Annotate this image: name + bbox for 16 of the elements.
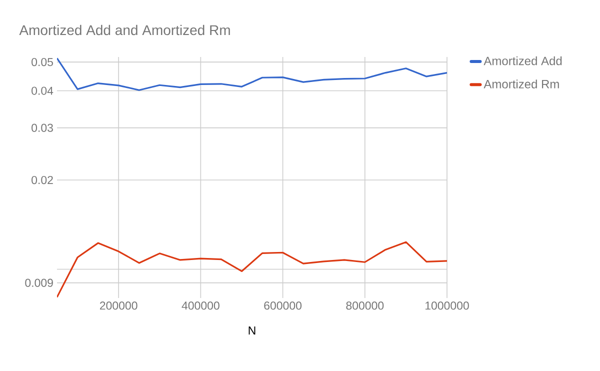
y-tick-label: 0.05: [32, 58, 53, 66]
y-tick-label: 0.03: [32, 124, 53, 132]
line-series: [57, 241, 447, 298]
y-tick-label: 0.02: [32, 176, 53, 184]
x-tick-label: 600000: [264, 302, 302, 310]
x-tick-label: 800000: [346, 302, 384, 310]
x-tick-label: 1000000: [425, 302, 469, 310]
y-tick-label: 0.04: [32, 86, 54, 95]
y-tick-label: 0.009: [25, 278, 53, 287]
line-series: [57, 57, 447, 91]
legend-label: Amortized Rm: [484, 80, 559, 88]
x-tick-label: 400000: [182, 302, 220, 310]
x-tick-label: 200000: [100, 302, 138, 310]
legend-label: Amortized Add: [484, 56, 562, 66]
chart-title: Amortized Add and Amortized Rm: [19, 24, 230, 36]
x-axis-title: N: [248, 326, 256, 334]
